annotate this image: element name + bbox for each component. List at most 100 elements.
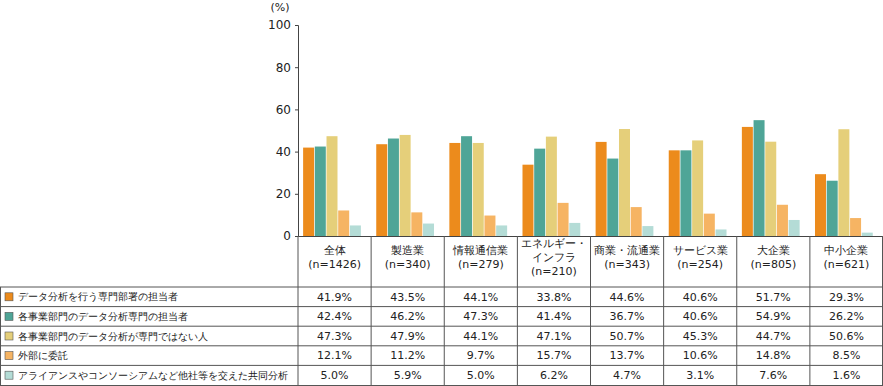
table-value: 6.2% xyxy=(540,369,568,382)
y-tick-mark xyxy=(295,152,298,153)
table-border xyxy=(590,236,591,386)
x-tick: 情報通信業(n=279) xyxy=(452,236,508,271)
y-tick: 40 xyxy=(276,145,298,159)
legend-label: データ分析を行う専門部署の担当者 xyxy=(18,291,178,302)
x-tick: 製造業(n=340) xyxy=(385,236,431,271)
table-value: 50.7% xyxy=(610,330,645,343)
table-value: 44.1% xyxy=(463,330,498,343)
y-tick-mark xyxy=(295,109,298,110)
y-tick: 100 xyxy=(268,18,298,32)
bar xyxy=(704,214,715,236)
bar xyxy=(423,224,434,236)
table-border xyxy=(371,236,372,386)
table-value: 40.6% xyxy=(683,291,718,304)
legend-swatch xyxy=(5,352,13,360)
table-value: 47.3% xyxy=(317,330,352,343)
bar xyxy=(558,203,569,236)
x-tick: エネルギー・インフラ(n=210) xyxy=(521,236,587,278)
table-value: 44.6% xyxy=(610,291,645,304)
table-border xyxy=(444,236,445,386)
bar xyxy=(815,174,826,236)
table-value: 5.0% xyxy=(321,369,349,382)
table-value: 45.3% xyxy=(683,330,718,343)
bar xyxy=(596,142,607,236)
x-tick-label: 情報通信業(n=279) xyxy=(452,244,508,271)
table-value: 51.7% xyxy=(756,291,791,304)
bar xyxy=(338,210,349,236)
y-axis: 0 20 40 60 80 100 xyxy=(268,18,298,243)
bar xyxy=(473,143,484,236)
data-table: データ分析を行う専門部署の担当者41.9%43.5%44.1%33.8%44.6… xyxy=(0,236,883,386)
y-tick: 60 xyxy=(276,103,298,117)
x-tick-label: 大企業(n=805) xyxy=(750,244,796,271)
table-value: 33.8% xyxy=(536,291,571,304)
table-value: 5.9% xyxy=(394,369,422,382)
bar xyxy=(765,142,776,236)
bar xyxy=(461,136,472,236)
bar xyxy=(350,225,361,236)
x-tick-label: サービス業(n=254) xyxy=(673,244,728,271)
table-border xyxy=(0,287,1,386)
table-value: 47.3% xyxy=(463,310,498,323)
table-border xyxy=(0,385,883,386)
table-value: 8.5% xyxy=(832,349,860,362)
bar xyxy=(534,149,545,236)
table-border xyxy=(517,236,518,386)
table-value: 4.7% xyxy=(613,369,641,382)
legend-label: 各事業部門のデータ分析専門の担当者 xyxy=(18,311,188,322)
legend-label: アライアンスやコンソーシアムなど他社等を交えた共同分析 xyxy=(18,370,288,381)
table-value: 3.1% xyxy=(686,369,714,382)
table-value: 14.8% xyxy=(756,349,791,362)
bar xyxy=(327,136,338,236)
bar xyxy=(680,150,691,236)
table-value: 9.7% xyxy=(467,349,495,362)
bar xyxy=(400,135,411,236)
table-border xyxy=(663,236,664,386)
table-value: 11.2% xyxy=(390,349,425,362)
bar xyxy=(546,137,557,236)
x-tick: 大企業(n=805) xyxy=(750,236,796,271)
bar xyxy=(838,129,849,236)
table-value: 41.9% xyxy=(317,291,352,304)
bar xyxy=(376,144,387,236)
bar xyxy=(315,147,326,236)
table-value: 12.1% xyxy=(317,349,352,362)
table-value: 47.1% xyxy=(536,330,571,343)
y-tick: 0 xyxy=(283,229,298,243)
y-tick-label: 100 xyxy=(268,18,291,32)
table-value: 42.4% xyxy=(317,310,352,323)
bar xyxy=(484,216,495,236)
table-value: 26.2% xyxy=(829,310,864,323)
legend-swatch xyxy=(5,293,13,301)
bar xyxy=(862,233,873,236)
table-border xyxy=(0,287,883,288)
x-tick-label: 中小企業(n=621) xyxy=(824,244,870,271)
table-value: 40.6% xyxy=(683,310,718,323)
y-tick-mark xyxy=(295,25,298,26)
bar xyxy=(631,207,642,236)
x-tick-label: エネルギー・インフラ(n=210) xyxy=(521,237,587,278)
y-tick-label: 80 xyxy=(276,61,291,75)
legend-swatch xyxy=(5,371,13,379)
x-tick-label: 全体(n=1426) xyxy=(308,244,361,271)
bar xyxy=(716,229,727,236)
x-tick: サービス業(n=254) xyxy=(673,236,728,271)
table-value: 54.9% xyxy=(756,310,791,323)
table-value: 29.3% xyxy=(829,291,864,304)
y-tick-label: 60 xyxy=(276,103,291,117)
table-value: 15.7% xyxy=(536,349,571,362)
table-value: 5.0% xyxy=(467,369,495,382)
table-border xyxy=(0,365,883,366)
bar xyxy=(827,181,838,236)
bar xyxy=(522,165,533,236)
y-tick-label: 20 xyxy=(276,187,291,201)
bar xyxy=(449,143,460,236)
table-border xyxy=(0,345,883,346)
legend-label: 外部に委託 xyxy=(18,350,68,361)
bar xyxy=(742,127,753,236)
table-border xyxy=(736,236,737,386)
bar xyxy=(789,220,800,236)
bar xyxy=(754,120,765,236)
y-tick: 80 xyxy=(276,61,298,75)
table-value: 44.1% xyxy=(463,291,498,304)
